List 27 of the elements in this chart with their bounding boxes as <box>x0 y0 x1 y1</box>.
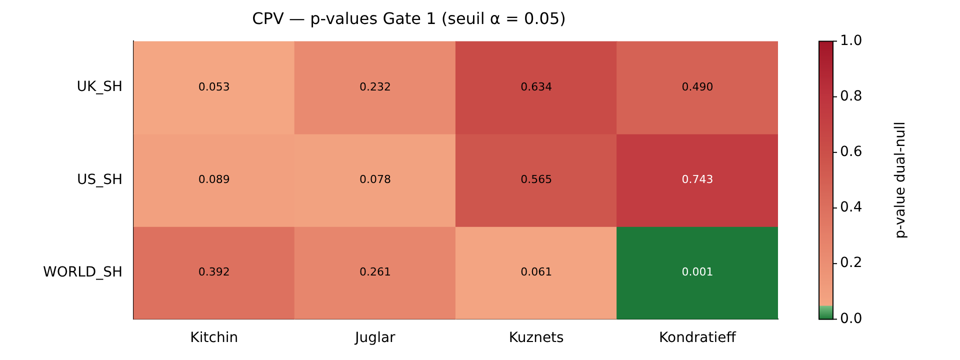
data-label: 0.053 <box>198 80 230 94</box>
x-tick-label: Kondratieff <box>659 330 736 346</box>
color-bar-label: 0.0 <box>840 310 862 327</box>
color-bar-label: 0.8 <box>840 88 862 104</box>
color-bar-label: 0.6 <box>840 144 862 160</box>
x-tick-label: Juglar <box>354 330 396 346</box>
y-tick-label: UK_SH <box>76 79 123 96</box>
color-bar-label: 0.4 <box>840 200 862 216</box>
x-tick-label: Kuznets <box>508 330 564 346</box>
color-bar-label: 1.0 <box>840 32 862 49</box>
data-label: 0.078 <box>359 173 391 186</box>
data-label: 0.232 <box>359 80 391 94</box>
y-tick-label: WORLD_SH <box>42 264 123 281</box>
chart-title: CPV — p-values Gate 1 (seuil α = 0.05) <box>252 8 566 28</box>
data-label: 0.490 <box>682 80 714 94</box>
data-label: 0.001 <box>682 266 714 279</box>
data-label: 0.089 <box>198 173 230 186</box>
color-bar-title: p-value dual-null <box>892 122 909 239</box>
x-tick-label: Kitchin <box>190 330 238 346</box>
data-label: 0.565 <box>520 173 552 186</box>
data-label: 0.634 <box>520 80 552 94</box>
data-label: 0.743 <box>682 173 714 186</box>
data-label: 0.061 <box>520 266 552 279</box>
y-tick-label: US_SH <box>77 172 123 188</box>
data-label: 0.261 <box>359 266 391 279</box>
data-label: 0.392 <box>198 266 230 279</box>
color-bar-label: 0.2 <box>840 255 862 272</box>
